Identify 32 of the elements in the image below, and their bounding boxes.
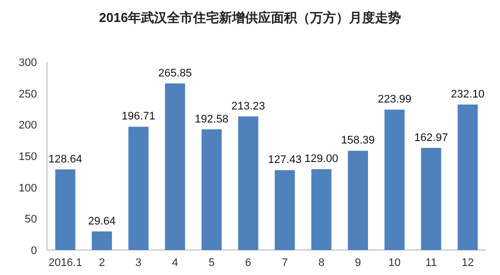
xtick: 8	[318, 257, 324, 269]
xtick: 9	[354, 257, 362, 269]
xtick: 4	[172, 257, 178, 269]
ytick: 150	[18, 151, 37, 163]
ytick: 0	[30, 245, 37, 257]
xtick: 7	[282, 257, 288, 269]
value-label: 162.97	[414, 132, 448, 144]
xtick: 6	[245, 257, 252, 269]
value-label: 129.00	[304, 153, 338, 166]
ytick: 50	[24, 214, 37, 226]
xtick: 2	[98, 257, 105, 269]
title: 2016年武汉全市住宅新增供应面积（万方）月度走势	[99, 10, 401, 25]
value-label: 196.71	[122, 110, 156, 123]
ytick: 100	[18, 182, 37, 194]
xtick: 5	[208, 257, 215, 269]
value-label: 223.99	[378, 94, 412, 106]
value-label: 128.64	[48, 153, 82, 166]
ytick: 200	[18, 120, 37, 132]
value-label: 265.85	[158, 67, 192, 80]
ytick: 250	[18, 88, 37, 100]
value-label: 192.58	[194, 113, 228, 126]
ytick: 300	[18, 57, 37, 69]
xtick: 2016.1	[48, 257, 82, 269]
xtick: 12	[462, 257, 474, 269]
xtick: 11	[425, 257, 437, 269]
value-label: 29.64	[88, 215, 116, 228]
value-label: 213.23	[231, 100, 266, 112]
value-label: 158.39	[341, 134, 375, 147]
value-label: 127.43	[268, 154, 302, 166]
xtick: 3	[135, 257, 142, 269]
xtick: 10	[388, 257, 401, 269]
value-label: 232.10	[450, 88, 485, 101]
